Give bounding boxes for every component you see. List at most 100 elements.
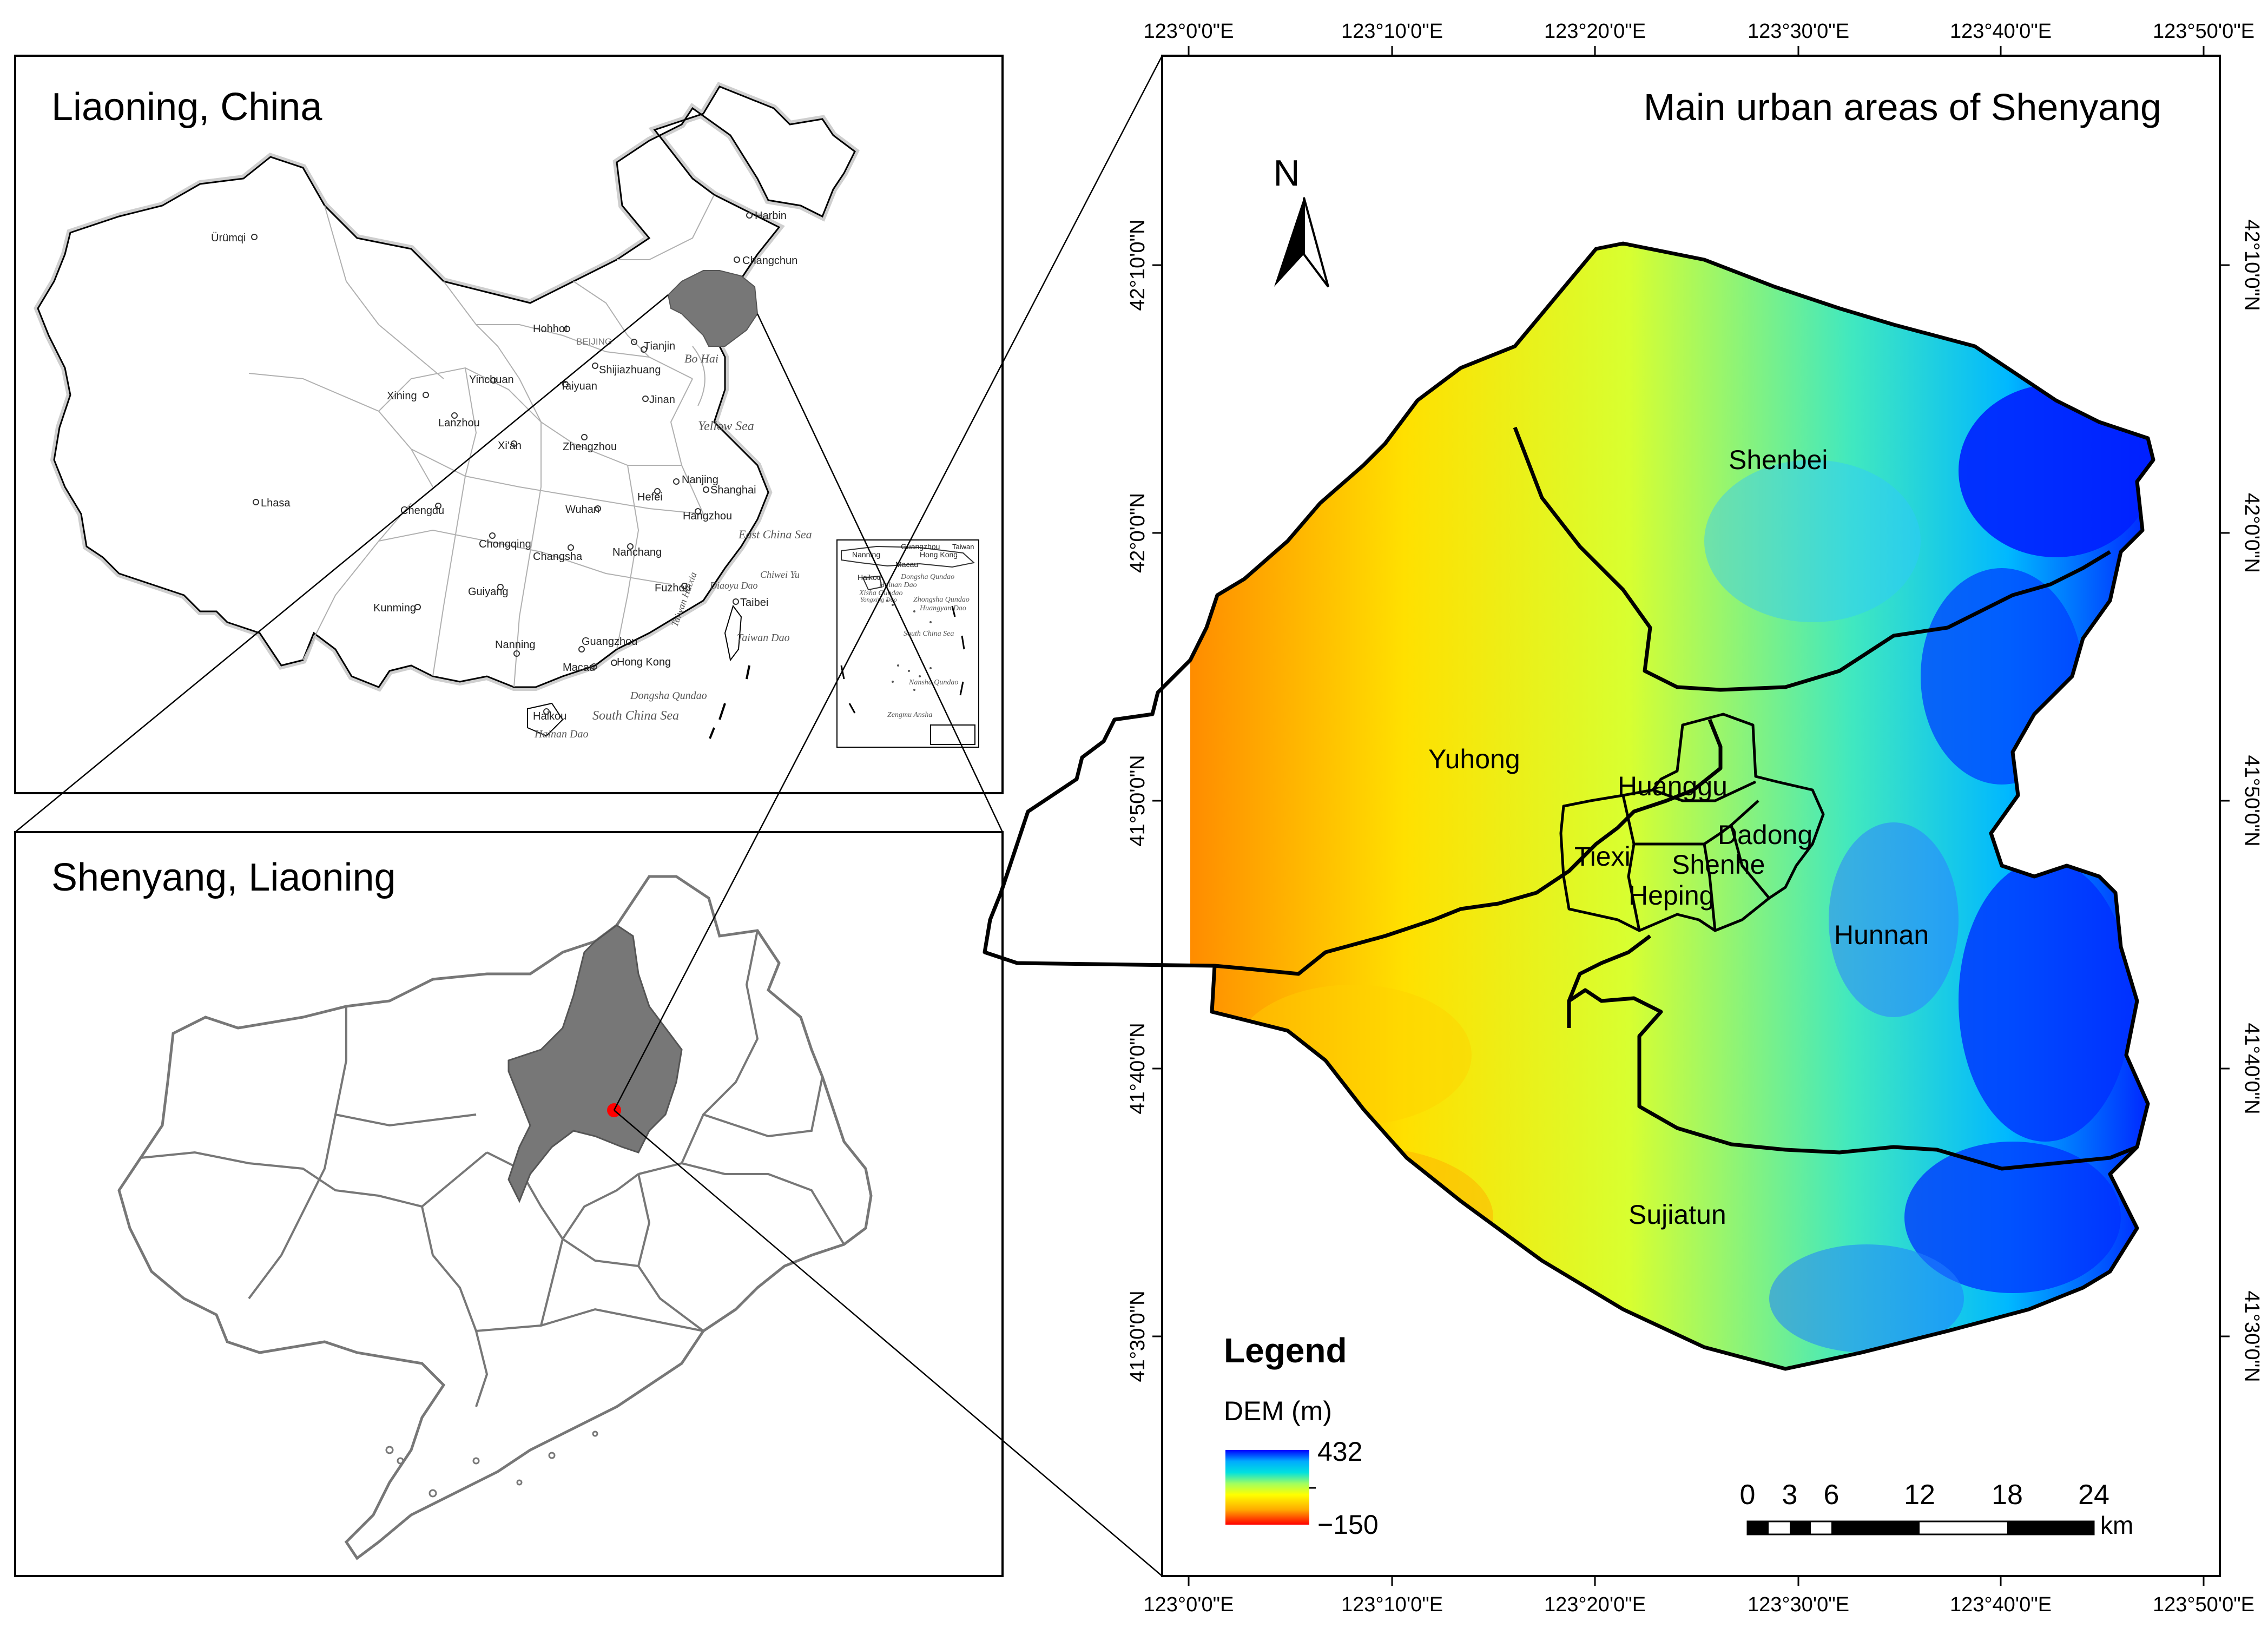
city-marker: Taiyuan (560, 380, 597, 392)
district-label-heping: Heping (1629, 880, 1714, 911)
liaoning-highlight (667, 270, 759, 347)
inset-label: Taiwan (952, 543, 974, 551)
connector-lines (15, 55, 1163, 1577)
inset-label: Huangyan Dao (919, 604, 966, 612)
province-boundaries (248, 194, 715, 688)
graticule-ticks (1152, 46, 2230, 1586)
scale-segment (1831, 1521, 1920, 1534)
city-label: Taibei (740, 597, 768, 609)
scale-segment (2007, 1521, 2094, 1534)
city-label: Nanning (495, 639, 536, 651)
city-marker: Shanghai (703, 484, 756, 496)
inset-label: Haikou (858, 573, 881, 582)
city-label: Kunming (373, 602, 416, 614)
lon-label: 123°20'0"E (1544, 20, 1646, 43)
city-marker: Haikou (533, 708, 566, 722)
city-marker: Lhasa (253, 497, 291, 509)
city-label: Jinan (649, 394, 675, 406)
hunnan-west-boundary (1567, 934, 1652, 1002)
city-marker: Hohhot (533, 323, 570, 335)
inset-label: Hong Kong (920, 550, 958, 559)
legend-max-label: 432 (1317, 1436, 1362, 1467)
lat-label: 41°50'0"N (2240, 755, 2263, 846)
longitude-labels-bottom: 123°0'0"E 123°10'0"E 123°20'0"E 123°30'0… (1144, 1593, 2255, 1616)
city-marker: Jinan (642, 394, 675, 406)
city-label: Lhasa (261, 497, 291, 509)
inset-label: Xisha Qundao (859, 589, 903, 597)
water-label: Taiwan Dao (737, 632, 790, 644)
inset-label: Dongsha Qundao (900, 573, 954, 581)
heping-boundary (1634, 800, 1759, 846)
district-label-yuhong: Yuhong (1428, 744, 1520, 774)
north-arrow-right-half (1303, 197, 1329, 288)
north-arrow: N (1273, 153, 1329, 288)
lat-label: 42°0'0"N (1126, 493, 1149, 573)
inset-label: Macau (895, 560, 918, 569)
china-water-labels: Bo Hai Yellow Sea East China Sea South C… (534, 352, 812, 740)
china-panel: Liaoning, China (14, 55, 1004, 794)
water-label: East China Sea (738, 528, 812, 541)
city-marker: Shijiazhuang (592, 362, 661, 376)
legend-min-label: −150 (1317, 1510, 1379, 1540)
lat-label: 42°0'0"N (2240, 493, 2263, 573)
city-label: Chongqing (479, 538, 531, 550)
legend-color-ramp (1225, 1450, 1309, 1525)
city-label: Haikou (533, 710, 566, 722)
inset-label: Yongxing Dao (860, 596, 897, 603)
lon-label: 123°40'0"E (1950, 1593, 2052, 1616)
water-label: Hainan Dao (534, 728, 588, 740)
district-labels: Shenbei Yuhong Huanggu Dadong Tiexi Shen… (1428, 445, 1929, 1230)
city-marker: Chongqing (479, 532, 531, 550)
lon-label: 123°10'0"E (1341, 1593, 1443, 1616)
district-label-huanggu: Huanggu (1618, 771, 1728, 801)
nine-dash-marks (709, 665, 750, 739)
hainan-island (527, 702, 564, 737)
city-marker: Guangzhou (578, 636, 637, 652)
city-label: Nanjing (682, 474, 718, 486)
city-label: Shijiazhuang (599, 364, 661, 376)
lon-label: 123°50'0"E (2153, 1593, 2254, 1616)
water-label: Chiwei Yu (760, 569, 800, 580)
inset-label: Nanning (852, 550, 880, 559)
latitude-labels-left: 42°10'0"N 42°0'0"N 41°50'0"N 41°40'0"N 4… (1126, 219, 1149, 1382)
inset-dash-marks (840, 605, 965, 714)
city-label: Hong Kong (617, 656, 671, 668)
city-label: Wuhan (565, 504, 599, 516)
longitude-labels-top: 123°0'0"E 123°10'0"E 123°20'0"E 123°30'0… (1144, 20, 2255, 43)
city-label: Shanghai (710, 484, 756, 496)
lon-label: 123°0'0"E (1144, 1593, 1234, 1616)
china-map (34, 82, 860, 739)
lat-label: 41°40'0"N (2240, 1023, 2263, 1114)
city-marker: Changsha (533, 544, 583, 563)
district-label-shenhe: Shenhe (1672, 849, 1765, 880)
water-label: South China Sea (592, 709, 679, 723)
city-label: Xi'an (498, 440, 522, 452)
city-marker: Nanchang (612, 543, 662, 558)
dadong-boundary (1730, 825, 1770, 899)
bohai-coast (692, 346, 706, 406)
water-label: Bo Hai (684, 352, 718, 365)
city-marker: Nanjing (673, 474, 718, 486)
shenyang-highlight (507, 924, 683, 1203)
liaoning-panel: Shenyang, Liaoning (14, 831, 1004, 1577)
sujiatun-boundary (1567, 988, 2138, 1171)
city-marker: Xining (387, 390, 429, 402)
huanggu-boundary (1652, 780, 1757, 802)
north-arrow-left-half (1274, 197, 1304, 287)
inset-label: Zengmu Ansha (887, 711, 932, 719)
urban-core-outline (1559, 713, 1825, 932)
china-city-labels: Harbin Changchun Ürümqi Hohhot BEIJING T… (211, 210, 797, 722)
city-marker: Taibei (733, 597, 768, 609)
city-label: Macau (563, 662, 595, 674)
inset-hainan (862, 575, 883, 591)
north-arrow-label: N (1273, 153, 1300, 194)
scale-tick-label: 0 (1740, 1479, 1756, 1511)
city-label: Fuzhou (655, 582, 691, 594)
city-label: Hohhot (533, 323, 568, 335)
city-label: Tianjin (644, 340, 675, 352)
shenyang-panel-title: Main urban areas of Shenyang (1644, 86, 2161, 128)
lon-label: 123°30'0"E (1748, 20, 1849, 43)
city-label: Zhengzhou (563, 441, 617, 453)
lon-label: 123°30'0"E (1748, 1593, 1849, 1616)
district-boundaries (983, 241, 2155, 1371)
